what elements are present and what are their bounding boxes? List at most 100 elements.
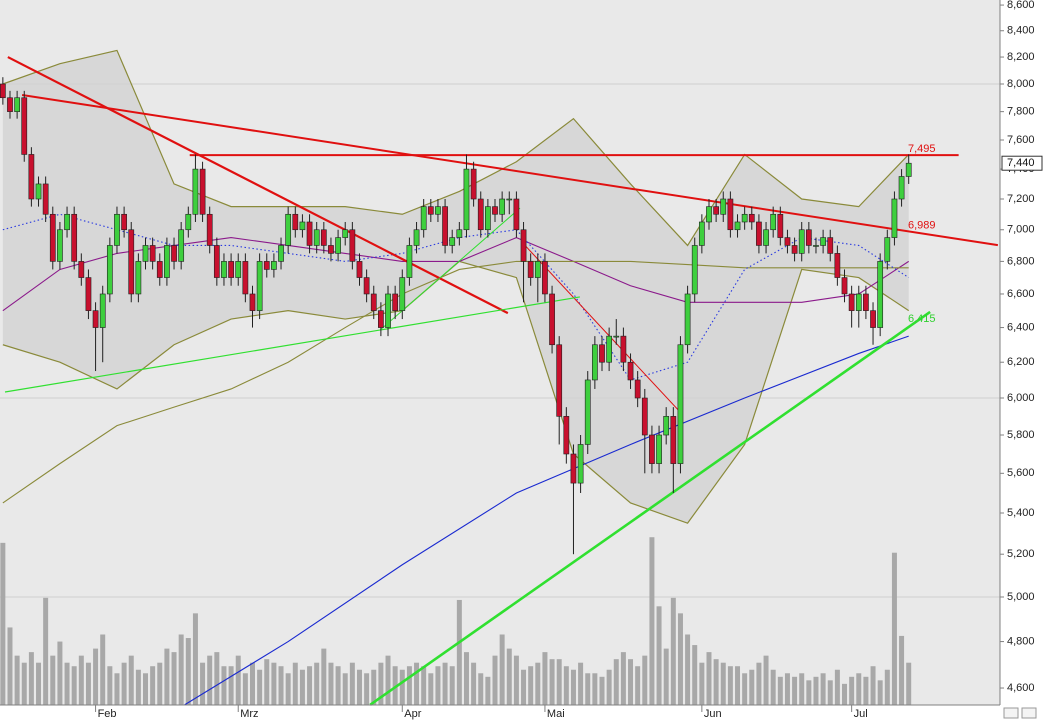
- volume-bar: [314, 662, 320, 705]
- trendline: [369, 310, 931, 706]
- volume-bar: [57, 641, 63, 705]
- scroll-buttons[interactable]: [1003, 707, 1037, 719]
- volume-bar: [378, 662, 384, 705]
- candle-body: [114, 213, 120, 246]
- candle-body: [613, 335, 620, 338]
- volume-bar: [792, 676, 798, 705]
- candle-body: [128, 229, 135, 295]
- volume-bar: [670, 597, 676, 705]
- candle-body: [71, 213, 78, 262]
- candle-body: [242, 261, 249, 295]
- volume-bar: [635, 666, 641, 705]
- volume-bar: [135, 669, 141, 705]
- volume-bar: [335, 666, 341, 705]
- volume-bar: [235, 655, 241, 705]
- grid-layer: [0, 83, 1000, 598]
- candle-body: [855, 293, 862, 311]
- volume-bar: [28, 652, 34, 705]
- candle-body: [149, 245, 156, 262]
- y-tick-label: 5,400: [1007, 507, 1035, 519]
- volume-bar: [699, 662, 705, 705]
- candle-body: [527, 261, 534, 278]
- candle-body: [805, 229, 812, 246]
- volume-bar: [884, 669, 890, 705]
- candle-body: [171, 245, 177, 262]
- y-tick-label: 4,600: [1007, 682, 1035, 694]
- y-tick-label: 6,400: [1007, 321, 1035, 333]
- candle-body: [271, 261, 277, 270]
- candle-body: [435, 206, 441, 215]
- candle-body: [21, 97, 28, 155]
- candle-body: [606, 335, 612, 363]
- volume-bar: [349, 662, 355, 705]
- volume-bar: [0, 542, 6, 705]
- candle-body: [370, 293, 377, 311]
- candle-body: [534, 261, 541, 278]
- volume-bar: [891, 552, 897, 705]
- candle-body: [513, 198, 520, 231]
- volume-bar: [435, 666, 441, 705]
- volume-bar: [93, 648, 99, 705]
- candle-body: [249, 293, 256, 311]
- volume-bar: [478, 673, 484, 705]
- volume-bar: [228, 666, 234, 705]
- volume-bar: [242, 673, 248, 705]
- scroll-button[interactable]: [1003, 707, 1019, 719]
- candle-body: [641, 397, 648, 436]
- volume-bar: [620, 652, 626, 705]
- candle-body: [413, 229, 420, 246]
- volume-bar: [356, 669, 362, 705]
- volume-bar: [392, 666, 398, 705]
- candle-layer: [0, 77, 912, 555]
- candle-body: [427, 206, 434, 215]
- candle-body: [221, 261, 227, 278]
- volume-bar: [364, 673, 370, 705]
- scroll-button[interactable]: [1021, 707, 1037, 719]
- volume-bar: [549, 659, 555, 705]
- candle-body: [542, 261, 548, 295]
- volume-bar: [164, 648, 170, 705]
- volume-bar: [906, 662, 912, 705]
- trendline: [521, 241, 679, 411]
- annotation: 6,989: [908, 219, 936, 231]
- candle-body: [14, 97, 20, 112]
- candle-body: [734, 221, 741, 231]
- volume-bar: [456, 599, 462, 705]
- volume-bar: [299, 669, 305, 705]
- volume-bar: [85, 662, 91, 705]
- y-tick-label: 6,600: [1007, 288, 1035, 300]
- candle-body: [406, 245, 413, 278]
- candle-body: [720, 198, 727, 215]
- candle-body: [477, 198, 484, 231]
- volume-bar: [827, 680, 833, 705]
- volume-bar: [271, 662, 277, 705]
- volume-bar: [777, 676, 783, 705]
- volume-bar: [656, 606, 662, 705]
- volume-bar: [207, 655, 213, 705]
- volume-bar: [21, 662, 27, 705]
- candle-body: [470, 168, 477, 200]
- volume-bar: [442, 662, 448, 705]
- candle-body: [884, 237, 891, 262]
- candle-body: [135, 261, 142, 295]
- volume-bar: [292, 662, 298, 705]
- candle-body: [713, 206, 719, 215]
- y-tick-label: 6,000: [1007, 392, 1035, 404]
- candle-body: [834, 253, 841, 278]
- candle-body: [798, 229, 805, 254]
- volume-bar: [735, 666, 741, 705]
- volume-bar: [742, 673, 748, 705]
- volume-bar: [50, 655, 56, 705]
- volume-bar: [784, 673, 790, 705]
- y-tick-label: 5,600: [1007, 467, 1035, 479]
- volume-bar: [842, 683, 848, 705]
- candle-body: [192, 168, 199, 215]
- volume-bar: [321, 648, 327, 705]
- y-tick-label: 5,800: [1007, 429, 1035, 441]
- y-tick-label: 8,600: [1007, 0, 1035, 11]
- volume-bar: [642, 655, 648, 705]
- candle-body: [741, 213, 748, 223]
- volume-bar: [899, 635, 905, 705]
- trendline: [7, 56, 509, 315]
